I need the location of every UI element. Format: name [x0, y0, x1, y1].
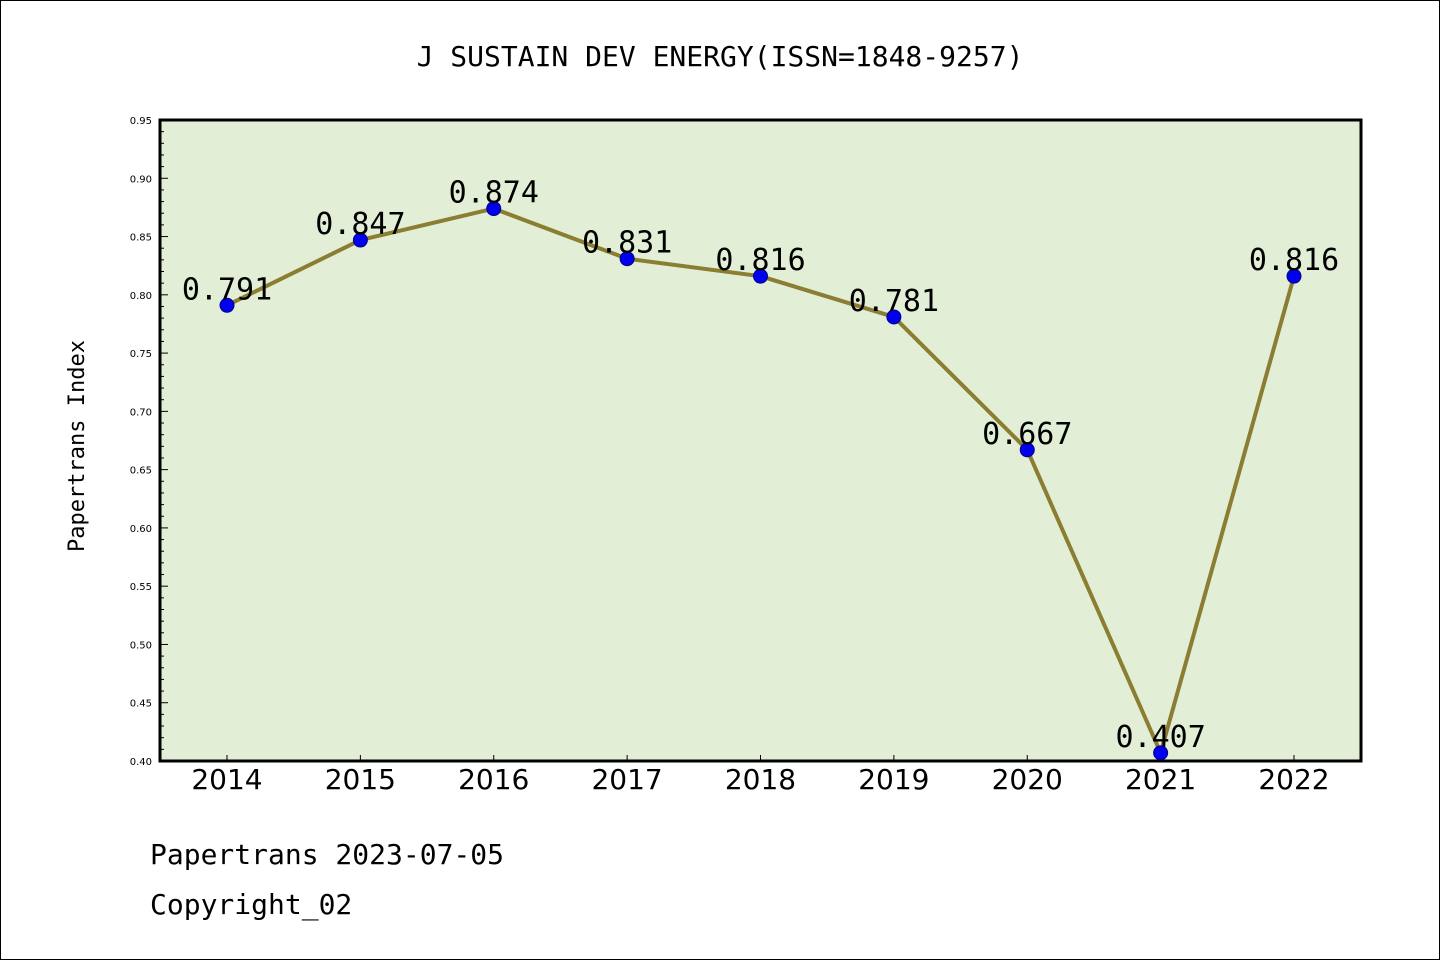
y-tick-label: 0.60: [130, 524, 152, 535]
footer-date: Papertrans 2023-07-05: [150, 838, 504, 871]
x-tick-label: 2021: [1125, 763, 1196, 796]
y-tick-label: 0.50: [130, 640, 152, 651]
data-point: [219, 297, 235, 313]
y-tick-label: 0.70: [130, 407, 152, 418]
y-axis-label: Papertrans Index: [65, 340, 90, 552]
x-tick-label: 2015: [325, 763, 396, 796]
x-tick-label: 2016: [458, 763, 529, 796]
plot-area: [158, 118, 1363, 763]
y-tick-label: 0.80: [130, 291, 152, 302]
data-label: 0.781: [849, 284, 939, 319]
data-label: 0.831: [582, 226, 672, 261]
y-tick-label: 0.65: [130, 466, 152, 477]
data-point: [1153, 745, 1169, 761]
data-label: 0.816: [1249, 243, 1339, 278]
data-point: [486, 201, 502, 217]
x-tick-label: 2018: [725, 763, 796, 796]
data-point: [1286, 268, 1302, 284]
x-tick-label: 2019: [858, 763, 929, 796]
x-tick-label: 2017: [591, 763, 662, 796]
x-tick-label: 2022: [1258, 763, 1329, 796]
y-tick-label: 0.90: [130, 174, 152, 185]
y-tick-label: 0.95: [130, 116, 152, 127]
series-markers: [219, 201, 1302, 761]
footer-copyright: Copyright_02: [150, 888, 352, 922]
y-tick-label: 0.40: [130, 757, 152, 768]
data-point: [619, 251, 635, 267]
data-point: [352, 232, 368, 248]
data-label: 0.847: [315, 207, 405, 242]
data-label: 0.667: [982, 417, 1072, 452]
data-labels: 0.791 0.847 0.874 0.831 0.816 0.781 0.667 0.407…: [182, 176, 1339, 755]
x-tick-label: 2014: [191, 763, 262, 796]
y-axis-ticks: 0.40 0.45 0.50 0.55 0.60 0.65 0.70 0.75 0.80 0.85…: [130, 116, 168, 768]
x-axis-ticks: 2014 2015 2016 2017 2018 2019 2020 2021 2022: [191, 755, 1330, 796]
y-tick-label: 0.85: [130, 233, 152, 244]
data-point: [1019, 442, 1035, 458]
x-tick-label: 2020: [992, 763, 1063, 796]
data-label: 0.874: [449, 176, 539, 211]
y-tick-label: 0.45: [130, 699, 152, 710]
data-point: [886, 309, 902, 325]
data-label: 0.816: [715, 243, 805, 278]
data-label: 0.407: [1115, 720, 1205, 755]
y-tick-label: 0.75: [130, 349, 152, 360]
data-label: 0.791: [182, 272, 272, 307]
y-tick-label: 0.55: [130, 582, 152, 593]
data-point: [753, 268, 768, 284]
chart-title: J SUSTAIN DEV ENERGY(ISSN=1848-9257): [417, 40, 1024, 73]
